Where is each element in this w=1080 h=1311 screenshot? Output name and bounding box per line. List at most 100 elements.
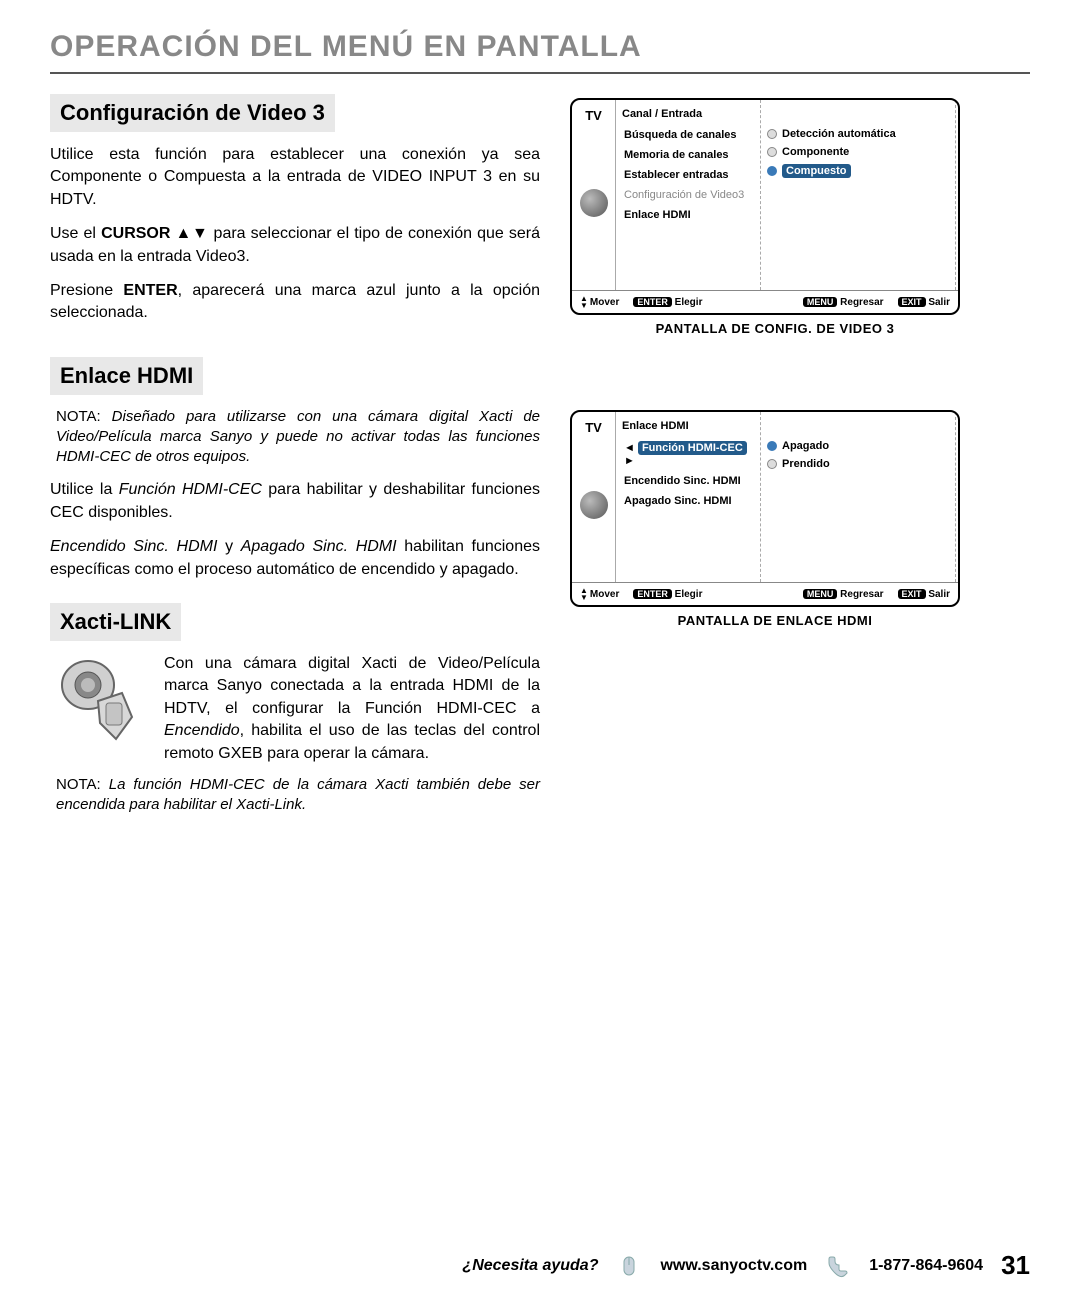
mouse-icon bbox=[616, 1253, 642, 1279]
text: Presione bbox=[50, 282, 123, 299]
pill: EXIT bbox=[898, 589, 926, 599]
label: Regresar bbox=[840, 297, 883, 308]
pill: ENTER bbox=[633, 589, 672, 599]
page-footer: ¿Necesita ayuda? www.sanyoctv.com 1-877-… bbox=[462, 1250, 1030, 1281]
setup-icon bbox=[580, 189, 608, 217]
left-column: Configuración de Video 3 Utilice esta fu… bbox=[50, 94, 540, 828]
option-label: Componente bbox=[782, 146, 849, 158]
text-italic: Encendido Sinc. HDMI bbox=[50, 538, 217, 555]
osd-options: Apagado Prendido bbox=[761, 412, 956, 582]
menu-item[interactable]: Enlace HDMI bbox=[622, 208, 754, 222]
osd-footer: ▲▼Mover ENTER Elegir MENU Regresar EXIT … bbox=[572, 582, 958, 605]
osd2-caption: PANTALLA DE ENLACE HDMI bbox=[570, 613, 980, 628]
osd-menu: Enlace HDMI ◄ Función HDMI-CEC ► Encendi… bbox=[616, 412, 761, 582]
menu-item[interactable]: Configuración de Video3 bbox=[622, 188, 754, 202]
menu-title: Enlace HDMI bbox=[622, 420, 754, 432]
radio-icon bbox=[767, 147, 777, 157]
footer-menu: MENU Regresar bbox=[803, 589, 884, 600]
osd1-caption: PANTALLA DE CONFIG. DE VIDEO 3 bbox=[570, 321, 980, 336]
pill: MENU bbox=[803, 589, 838, 599]
footer-phone: 1-877-864-9604 bbox=[869, 1257, 983, 1275]
footer-menu: MENU Regresar bbox=[803, 297, 884, 308]
menu-item-selected[interactable]: ◄ Función HDMI-CEC ► bbox=[622, 440, 754, 468]
text-italic: Encendido bbox=[164, 722, 240, 739]
option-item[interactable]: Componente bbox=[767, 146, 949, 158]
text: y bbox=[217, 538, 240, 555]
pill: MENU bbox=[803, 297, 838, 307]
page-number: 31 bbox=[1001, 1250, 1030, 1281]
option-label: Apagado bbox=[782, 440, 829, 452]
label: Elegir bbox=[675, 589, 703, 600]
note-label: NOTA: bbox=[56, 776, 101, 793]
menu-item[interactable]: Memoria de canales bbox=[622, 148, 754, 162]
text: Utilice la bbox=[50, 481, 119, 498]
footer-enter: ENTER Elegir bbox=[633, 589, 702, 600]
section3-heading: Xacti-LINK bbox=[50, 603, 181, 641]
label: Regresar bbox=[840, 589, 883, 600]
osd-body: TV Enlace HDMI ◄ Función HDMI-CEC ► Ence… bbox=[572, 412, 958, 582]
radio-icon bbox=[767, 459, 777, 469]
radio-icon bbox=[767, 129, 777, 139]
content-columns: Configuración de Video 3 Utilice esta fu… bbox=[50, 94, 1030, 828]
updown-icon: ▲▼ bbox=[580, 295, 588, 309]
osd-video3: TV Canal / Entrada Búsqueda de canales M… bbox=[570, 98, 960, 315]
section1-p1: Utilice esta función para establecer una… bbox=[50, 144, 540, 211]
option-item-selected[interactable]: Compuesto bbox=[767, 164, 949, 178]
option-item[interactable]: Apagado bbox=[767, 440, 949, 452]
text-italic: Apagado Sinc. HDMI bbox=[241, 538, 397, 555]
footer-enter: ENTER Elegir bbox=[633, 297, 702, 308]
osd-body: TV Canal / Entrada Búsqueda de canales M… bbox=[572, 100, 958, 290]
osd-sidebar: TV bbox=[572, 100, 616, 290]
section2-p1: Utilice la Función HDMI-CEC para habilit… bbox=[50, 479, 540, 524]
phone-icon bbox=[825, 1253, 851, 1279]
menu-item[interactable]: Encendido Sinc. HDMI bbox=[622, 474, 754, 488]
label: Salir bbox=[928, 297, 950, 308]
label: Elegir bbox=[675, 297, 703, 308]
footer-move: ▲▼Mover bbox=[580, 295, 619, 309]
right-column: TV Canal / Entrada Búsqueda de canales M… bbox=[570, 94, 980, 828]
page-title: OPERACIÓN DEL MENÚ EN PANTALLA bbox=[50, 30, 1030, 74]
pill: ENTER bbox=[633, 297, 672, 307]
osd-hdmi: TV Enlace HDMI ◄ Función HDMI-CEC ► Ence… bbox=[570, 410, 960, 607]
menu-item[interactable]: Apagado Sinc. HDMI bbox=[622, 494, 754, 508]
section1-p2: Use el CURSOR ▲▼ para seleccionar el tip… bbox=[50, 223, 540, 268]
osd-sidebar: TV bbox=[572, 412, 616, 582]
osd-options: Detección automática Componente Compuest… bbox=[761, 100, 956, 290]
section1-p3: Presione ENTER, aparecerá una marca azul… bbox=[50, 280, 540, 325]
note-label: NOTA: bbox=[56, 408, 101, 425]
osd-footer: ▲▼Mover ENTER Elegir MENU Regresar EXIT … bbox=[572, 290, 958, 313]
radio-icon bbox=[767, 166, 777, 176]
label: Función HDMI-CEC bbox=[638, 441, 747, 455]
option-label: Prendido bbox=[782, 458, 830, 470]
text: Con una cámara digital Xacti de Video/Pe… bbox=[164, 655, 540, 717]
footer-move: ▲▼Mover bbox=[580, 587, 619, 601]
menu-title: Canal / Entrada bbox=[622, 108, 754, 120]
label: Mover bbox=[590, 589, 619, 600]
section2-p2: Encendido Sinc. HDMI y Apagado Sinc. HDM… bbox=[50, 536, 540, 581]
option-item[interactable]: Prendido bbox=[767, 458, 949, 470]
label: Mover bbox=[590, 297, 619, 308]
section3-p1: Con una cámara digital Xacti de Video/Pe… bbox=[164, 653, 540, 765]
note-text: La función HDMI-CEC de la cámara Xacti t… bbox=[56, 776, 540, 813]
text-bold: CURSOR bbox=[101, 225, 170, 242]
osd-menu: Canal / Entrada Búsqueda de canales Memo… bbox=[616, 100, 761, 290]
xacti-row: Con una cámara digital Xacti de Video/Pe… bbox=[50, 653, 540, 765]
section2-note: NOTA: Diseñado para utilizarse con una c… bbox=[50, 407, 540, 468]
menu-item[interactable]: Búsqueda de canales bbox=[622, 128, 754, 142]
footer-exit: EXIT Salir bbox=[898, 589, 950, 600]
note-text: Diseñado para utilizarse con una cámara … bbox=[56, 408, 540, 466]
tv-label: TV bbox=[585, 108, 602, 123]
tv-label: TV bbox=[585, 420, 602, 435]
section2-heading: Enlace HDMI bbox=[50, 357, 203, 395]
label: Salir bbox=[928, 589, 950, 600]
footer-exit: EXIT Salir bbox=[898, 297, 950, 308]
osd-main: Canal / Entrada Búsqueda de canales Memo… bbox=[616, 100, 958, 290]
text-italic: Función HDMI-CEC bbox=[119, 481, 262, 498]
option-label: Compuesto bbox=[782, 164, 851, 178]
section3-note: NOTA: La función HDMI-CEC de la cámara X… bbox=[50, 775, 540, 816]
pill: EXIT bbox=[898, 297, 926, 307]
section1-heading: Configuración de Video 3 bbox=[50, 94, 335, 132]
option-item[interactable]: Detección automática bbox=[767, 128, 949, 140]
menu-item[interactable]: Establecer entradas bbox=[622, 168, 754, 182]
camera-icon bbox=[50, 653, 150, 763]
